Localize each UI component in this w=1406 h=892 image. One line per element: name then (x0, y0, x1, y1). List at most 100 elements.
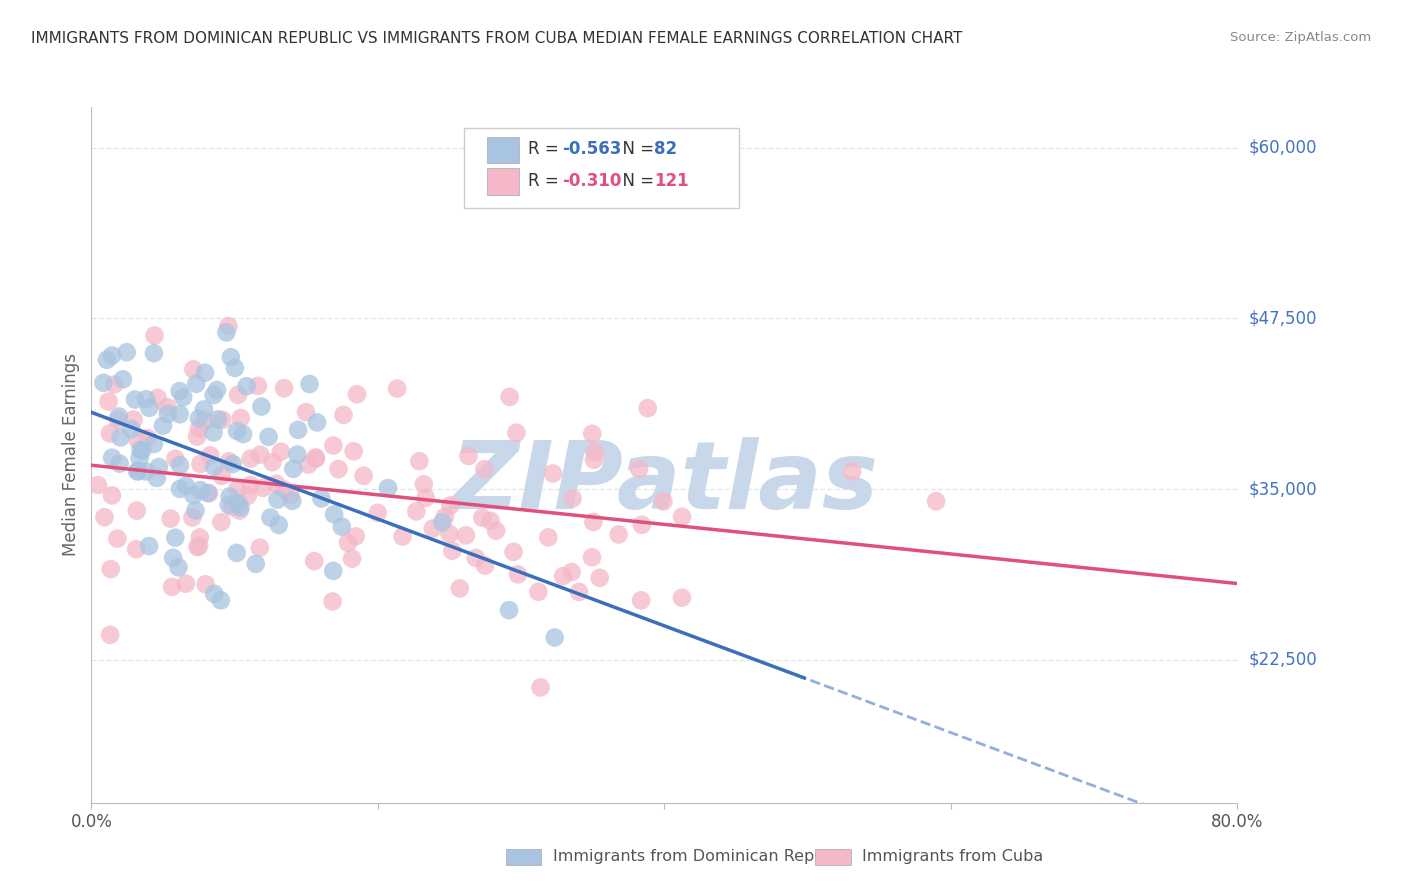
Point (115, 345, 138, 359)
Point (136, 431, 159, 445)
Point (135, 465, 157, 479)
Point (226, 483, 249, 497)
Point (224, 361, 246, 376)
Point (228, 503, 250, 517)
FancyBboxPatch shape (464, 128, 738, 208)
Point (211, 469, 233, 483)
Point (412, 477, 434, 491)
Point (229, 500, 252, 515)
Point (200, 449, 222, 463)
Point (183, 488, 205, 502)
Point (160, 580, 183, 594)
Point (121, 422, 143, 436)
Text: IMMIGRANTS FROM DOMINICAN REPUBLIC VS IMMIGRANTS FROM CUBA MEDIAN FEMALE EARNING: IMMIGRANTS FROM DOMINICAN REPUBLIC VS IM… (31, 31, 962, 46)
Point (93, 510, 115, 524)
Point (205, 383, 228, 397)
Point (280, 488, 302, 502)
Point (439, 527, 461, 541)
Point (100, 562, 122, 576)
Point (209, 515, 232, 529)
Point (322, 438, 344, 452)
Point (298, 377, 321, 392)
Point (264, 476, 287, 491)
Point (353, 468, 375, 483)
Point (340, 551, 363, 566)
FancyBboxPatch shape (486, 136, 519, 163)
Point (336, 535, 359, 549)
Point (143, 328, 166, 343)
Point (311, 491, 333, 506)
Point (101, 450, 124, 465)
Point (127, 464, 149, 478)
Point (322, 594, 344, 608)
Text: R =: R = (529, 140, 564, 158)
Point (207, 412, 229, 426)
Point (229, 411, 252, 425)
Point (239, 451, 262, 466)
Text: R =: R = (529, 172, 564, 190)
Point (188, 411, 211, 425)
Point (544, 631, 567, 645)
Point (122, 412, 145, 426)
Point (146, 391, 169, 405)
Point (125, 542, 148, 557)
Point (236, 489, 259, 503)
Point (142, 346, 165, 360)
Point (165, 451, 187, 466)
Point (433, 509, 456, 524)
Point (93, 376, 115, 390)
Point (259, 510, 281, 524)
Point (222, 457, 245, 471)
Point (146, 471, 169, 485)
Point (925, 494, 948, 508)
Point (188, 539, 211, 553)
Text: $47,500: $47,500 (1249, 310, 1317, 327)
Point (211, 413, 233, 427)
Point (183, 362, 205, 376)
Point (159, 511, 181, 525)
FancyBboxPatch shape (486, 169, 519, 194)
Point (551, 569, 574, 583)
Point (273, 483, 295, 497)
Point (561, 565, 583, 579)
Point (226, 496, 249, 510)
Point (181, 510, 204, 524)
Y-axis label: Median Female Earnings: Median Female Earnings (62, 353, 80, 557)
Point (464, 550, 486, 565)
Point (188, 483, 211, 497)
Point (302, 554, 325, 568)
Point (457, 449, 479, 463)
Point (209, 593, 232, 607)
Point (582, 452, 605, 467)
Point (628, 462, 651, 476)
Point (186, 376, 208, 391)
Point (332, 408, 354, 422)
Point (135, 392, 157, 407)
Point (110, 430, 132, 444)
Point (202, 459, 225, 474)
Point (215, 326, 238, 340)
Point (186, 540, 208, 554)
Point (607, 527, 630, 541)
Text: 82: 82 (654, 140, 678, 158)
Point (344, 529, 367, 543)
Point (186, 429, 208, 443)
Point (266, 492, 288, 507)
Point (111, 372, 134, 386)
Point (454, 528, 477, 542)
Point (367, 506, 389, 520)
Point (262, 455, 284, 469)
Point (252, 481, 274, 495)
Point (107, 413, 129, 427)
Point (127, 434, 149, 448)
Point (479, 514, 502, 528)
Point (202, 425, 225, 440)
Point (103, 377, 125, 392)
Point (128, 450, 150, 465)
Text: -0.310: -0.310 (562, 172, 621, 190)
Text: ZIPatlas: ZIPatlas (450, 437, 879, 529)
Point (124, 392, 146, 407)
Point (127, 464, 149, 478)
Point (449, 582, 471, 596)
Point (138, 401, 160, 415)
